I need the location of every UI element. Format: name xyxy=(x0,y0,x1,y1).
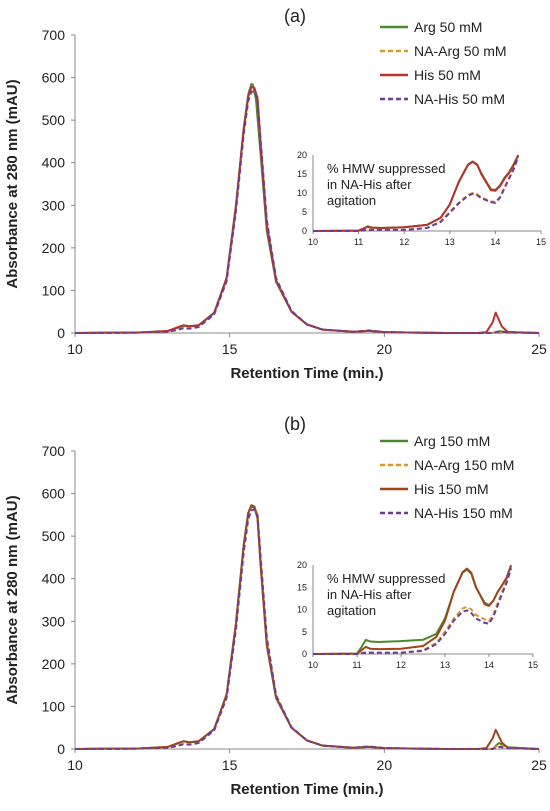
legend-label: NA-Arg 50 mM xyxy=(414,43,507,59)
inset-series-line-his-150-mm xyxy=(312,565,512,655)
y-axis-label: Absorbance at 280 nm (mAU) xyxy=(4,495,21,704)
legend-label: His 50 mM xyxy=(414,67,481,83)
y-tick-label: 500 xyxy=(42,112,66,128)
series-line-his-150-mm xyxy=(74,505,540,750)
series-line-his-50-mm xyxy=(74,85,540,334)
series-line-arg-150-mm xyxy=(74,504,540,750)
x-tick-label: 20 xyxy=(377,341,393,357)
inset-x-tick-label: 14 xyxy=(484,660,494,670)
y-tick-label: 300 xyxy=(42,613,66,629)
y-tick-label: 400 xyxy=(42,155,66,171)
inset-annotation-line: in NA-His after xyxy=(327,587,412,602)
inset-series-line-na-his-150-mm xyxy=(313,568,512,655)
legend-label: Arg 50 mM xyxy=(414,19,482,35)
x-axis-label: Retention Time (min.) xyxy=(230,781,383,798)
y-tick-label: 200 xyxy=(42,656,66,672)
inset-y-tick-label: 0 xyxy=(302,649,307,659)
x-tick-label: 10 xyxy=(67,757,83,773)
inset-y-tick-label: 15 xyxy=(297,169,307,179)
inset-series-line-his-50-mm xyxy=(312,154,520,232)
inset-y-tick-label: 0 xyxy=(302,226,307,236)
legend-label: His 150 mM xyxy=(414,481,489,497)
x-tick-label: 10 xyxy=(67,341,83,357)
series-line-na-arg-150-mm xyxy=(75,505,540,750)
legend-label: NA-His 50 mM xyxy=(414,91,505,107)
y-tick-label: 700 xyxy=(42,27,66,43)
inset-y-tick-label: 20 xyxy=(297,560,307,570)
inset-annotation-line: % HMW suppressed xyxy=(327,161,445,176)
inset-x-tick-label: 11 xyxy=(354,237,363,247)
inset-y-tick-label: 15 xyxy=(297,582,307,592)
y-tick-label: 0 xyxy=(57,325,65,341)
y-tick-label: 400 xyxy=(42,571,66,587)
panel-label: (b) xyxy=(284,414,306,434)
inset-x-tick-label: 12 xyxy=(399,237,409,247)
y-tick-label: 100 xyxy=(42,698,66,714)
inset-y-tick-label: 10 xyxy=(297,605,307,615)
x-axis-label: Retention Time (min.) xyxy=(230,365,383,382)
y-tick-label: 600 xyxy=(42,70,66,86)
inset-y-tick-label: 10 xyxy=(297,188,307,198)
series-line-na-his-150-mm xyxy=(75,508,540,750)
inset-x-tick-label: 15 xyxy=(536,237,546,247)
inset-x-tick-label: 11 xyxy=(352,660,361,670)
series-line-na-arg-50-mm xyxy=(75,87,539,334)
inset-x-tick-label: 10 xyxy=(308,237,318,247)
y-tick-label: 600 xyxy=(42,486,66,502)
inset-x-tick-label: 13 xyxy=(445,237,455,247)
x-tick-label: 15 xyxy=(222,341,238,357)
panel-label: (a) xyxy=(284,6,306,26)
inset-x-tick-label: 10 xyxy=(308,660,318,670)
y-axis-label: Absorbance at 280 nm (mAU) xyxy=(4,79,21,288)
y-tick-label: 300 xyxy=(42,197,66,213)
x-tick-label: 15 xyxy=(222,757,238,773)
inset-x-tick-label: 15 xyxy=(528,660,538,670)
inset-x-tick-label: 12 xyxy=(396,660,406,670)
inset-y-tick-label: 20 xyxy=(297,150,307,160)
inset-annotation-line: agitation xyxy=(327,193,376,208)
inset-annotation-line: % HMW suppressed xyxy=(327,571,445,586)
y-tick-label: 100 xyxy=(42,282,66,298)
x-tick-label: 25 xyxy=(531,341,547,357)
inset-annotation-line: in NA-His after xyxy=(327,177,412,192)
y-tick-label: 700 xyxy=(42,443,66,459)
series-line-arg-50-mm xyxy=(74,83,540,334)
inset-x-tick-label: 13 xyxy=(440,660,450,670)
legend-label: NA-Arg 150 mM xyxy=(414,457,514,473)
inset-y-tick-label: 5 xyxy=(302,207,307,217)
y-tick-label: 500 xyxy=(42,528,66,544)
y-tick-label: 200 xyxy=(42,240,66,256)
y-tick-label: 0 xyxy=(57,741,65,757)
x-tick-label: 25 xyxy=(531,757,547,773)
legend-label: NA-His 150 mM xyxy=(414,505,513,521)
inset-y-tick-label: 5 xyxy=(302,627,307,637)
inset-series-line-na-his-50-mm xyxy=(313,156,520,232)
series-line-na-his-50-mm xyxy=(75,90,540,334)
inset-annotation-line: agitation xyxy=(327,603,376,618)
legend-label: Arg 150 mM xyxy=(414,433,490,449)
x-tick-label: 20 xyxy=(377,757,393,773)
inset-x-tick-label: 14 xyxy=(490,237,500,247)
